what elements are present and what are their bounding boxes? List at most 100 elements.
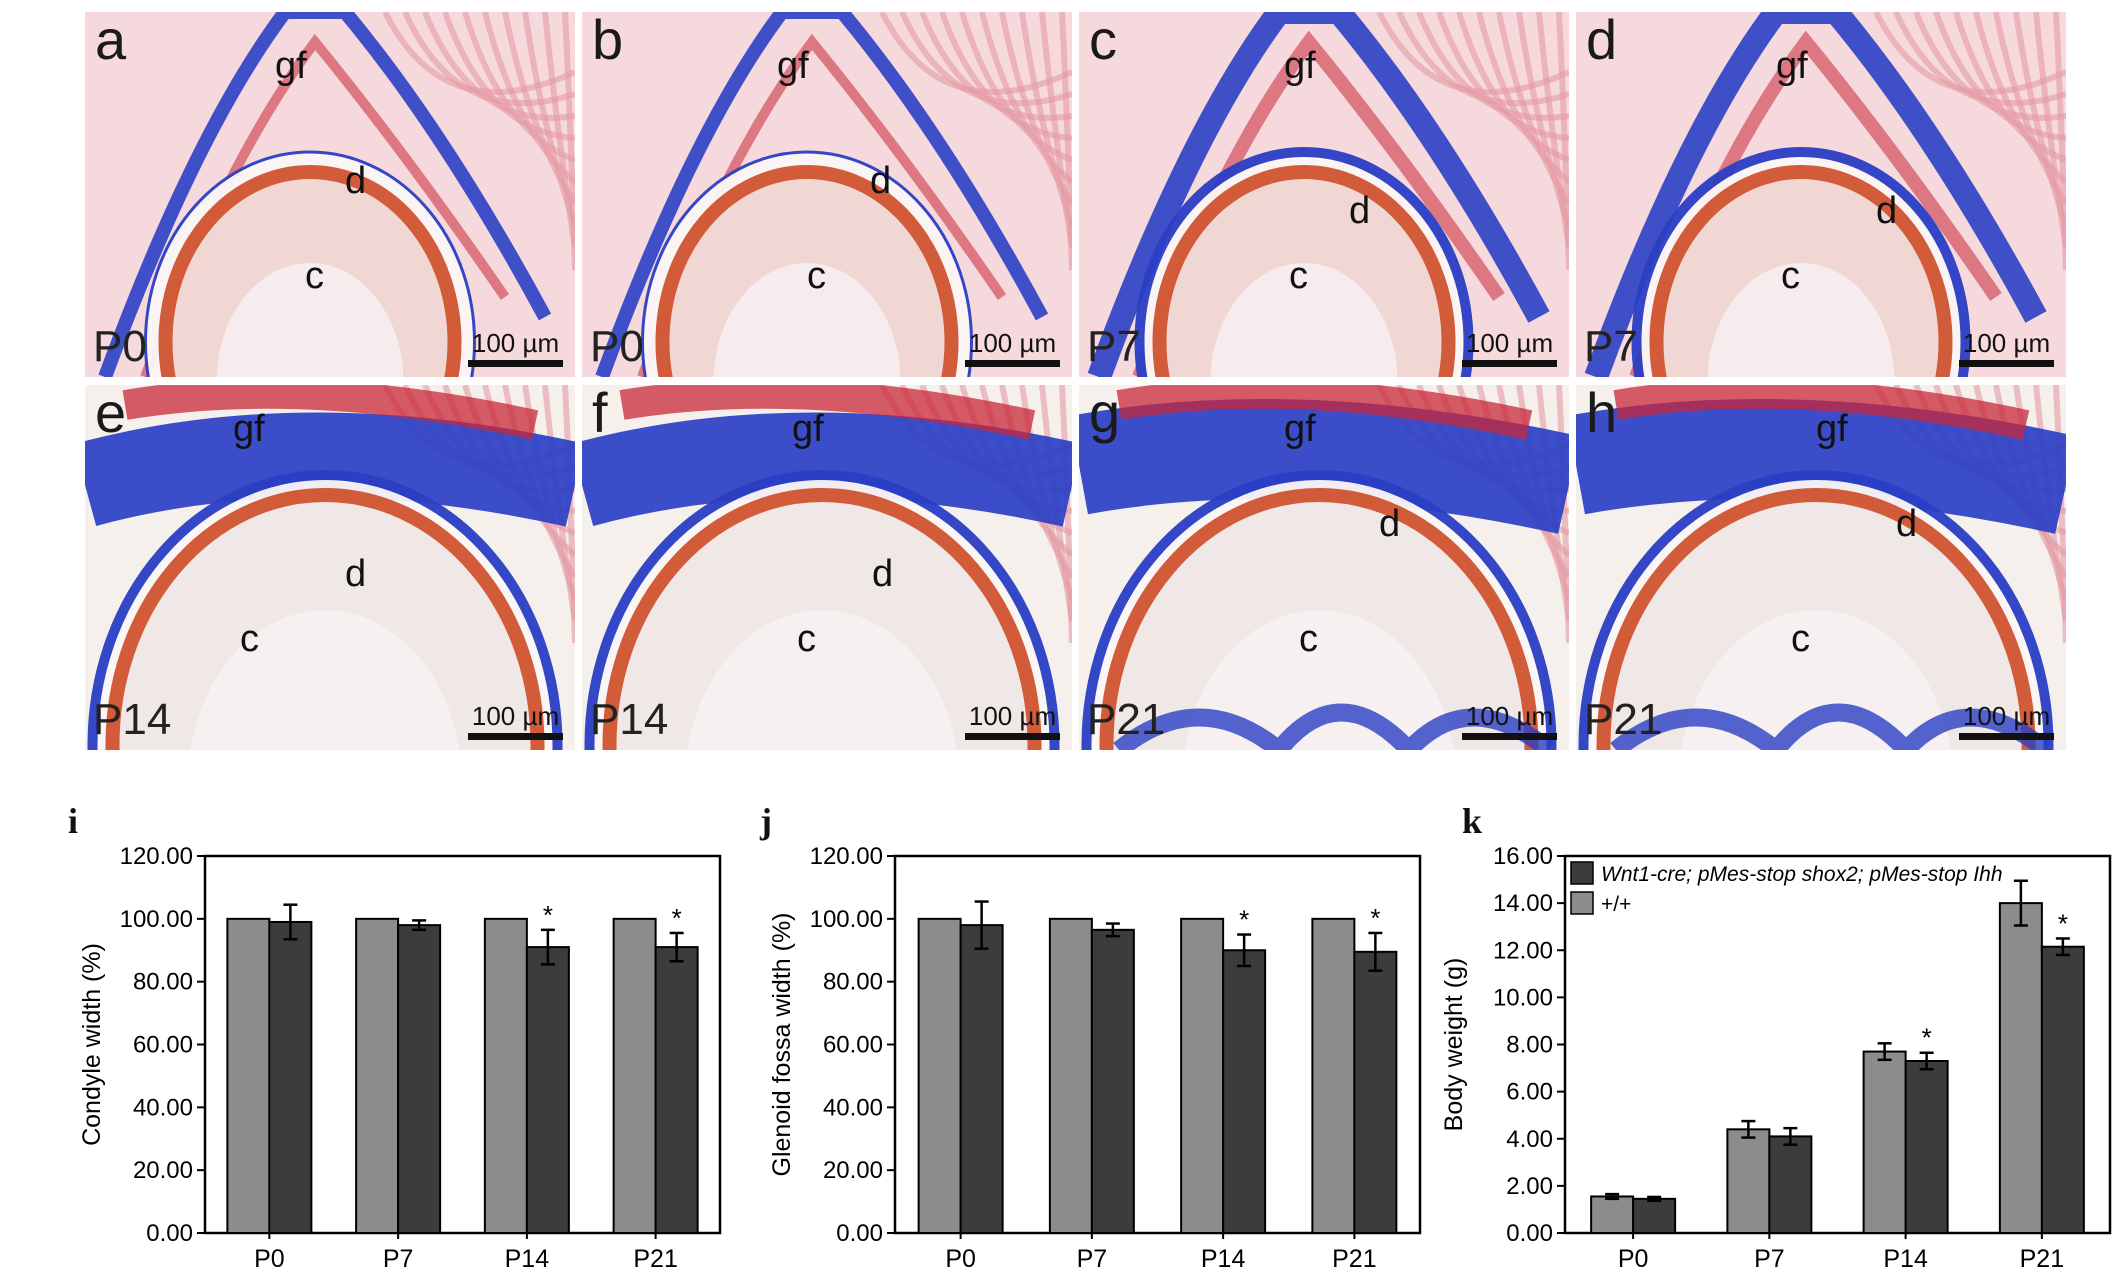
- legend-label: +/+: [1601, 893, 1631, 916]
- y-tick-label: 20.00: [133, 1157, 193, 1184]
- scale-bar-label: 100 µm: [1465, 701, 1554, 731]
- significance-marker: *: [1922, 1023, 1932, 1053]
- scale-bar-line: [1959, 360, 2054, 367]
- y-tick-label: 2.00: [1506, 1173, 1553, 1200]
- bar: [1590, 1195, 1635, 1234]
- bar: [1862, 1050, 1907, 1234]
- chart-label-k: k: [1462, 801, 1483, 841]
- bar: [1311, 917, 1356, 1234]
- stage-label: P7: [1584, 322, 1638, 371]
- y-tick-label: 4.00: [1506, 1126, 1553, 1153]
- condyle-label: c: [1781, 255, 1800, 297]
- y-tick-label: 20.00: [823, 1157, 883, 1184]
- bar: [917, 917, 962, 1234]
- glenoid-fossa-label: gf: [275, 45, 307, 87]
- significance-marker: *: [543, 900, 553, 930]
- y-tick-label: 14.00: [1493, 890, 1553, 917]
- y-tick-label: 12.00: [1493, 937, 1553, 964]
- bar: [268, 920, 313, 1234]
- histology-panel-h: h P21 gf d c 100 µm: [1576, 385, 2066, 750]
- bar: [1353, 950, 1398, 1234]
- stage-label: P21: [1584, 695, 1663, 744]
- disc-label: d: [1896, 503, 1918, 545]
- disc-label: d: [1349, 190, 1371, 232]
- y-tick-label: 8.00: [1506, 1032, 1553, 1059]
- scale-bar: 100 µm: [965, 330, 1060, 367]
- condyle-label: c: [1791, 618, 1810, 660]
- bar: [1632, 1197, 1677, 1235]
- panel-label: h: [1586, 385, 1618, 444]
- bar: [397, 924, 442, 1234]
- x-tick-label: P14: [1883, 1245, 1928, 1273]
- tissue-image: [1576, 12, 2066, 377]
- panel-label: c: [1089, 12, 1117, 71]
- histology-panel-c: c P7 gf d c 100 µm: [1079, 12, 1569, 377]
- histology-panel-a: a P0 gf d c 100 µm: [85, 12, 575, 377]
- y-tick-label: 80.00: [133, 969, 193, 996]
- y-axis-label: Body weight (g): [1440, 958, 1468, 1132]
- condyle-label: c: [305, 255, 324, 297]
- x-tick-label: P21: [1332, 1245, 1376, 1273]
- scale-bar: 100 µm: [965, 703, 1060, 740]
- condyle-label: c: [797, 618, 816, 660]
- y-tick-label: 0.00: [836, 1220, 883, 1247]
- disc-label: d: [1379, 503, 1401, 545]
- scale-bar-label: 100 µm: [1962, 328, 2051, 358]
- bar: [2040, 945, 2085, 1234]
- scale-bar: 100 µm: [1462, 703, 1557, 740]
- tissue-image: [1079, 12, 1569, 377]
- scale-bar-label: 100 µm: [471, 328, 560, 358]
- panel-label: b: [592, 12, 624, 71]
- x-tick-label: P7: [1754, 1245, 1785, 1273]
- x-tick-label: P0: [254, 1245, 285, 1273]
- legend-swatch: [1570, 891, 1594, 915]
- bar: [226, 917, 271, 1234]
- scale-bar: 100 µm: [1462, 330, 1557, 367]
- y-tick-label: 80.00: [823, 969, 883, 996]
- chart-label-j: j: [760, 801, 772, 841]
- x-tick-label: P14: [505, 1245, 550, 1273]
- scale-bar-label: 100 µm: [968, 701, 1057, 731]
- y-tick-label: 6.00: [1506, 1079, 1553, 1106]
- bar: [483, 917, 528, 1234]
- y-tick-label: 100.00: [120, 906, 193, 933]
- stage-label: P21: [1087, 695, 1166, 744]
- panel-label: g: [1089, 385, 1121, 444]
- disc-label: d: [1876, 190, 1898, 232]
- bar: [1768, 1135, 1813, 1234]
- condyle-label: c: [240, 618, 259, 660]
- bar: [1726, 1128, 1771, 1235]
- bar: [959, 924, 1004, 1234]
- y-tick-label: 100.00: [810, 906, 883, 933]
- glenoid-fossa-label: gf: [1284, 408, 1316, 450]
- histology-panel-g: g P21 gf d c 100 µm: [1079, 385, 1569, 750]
- bar: [654, 946, 699, 1234]
- significance-marker: *: [2058, 908, 2068, 938]
- tissue-image: [1576, 385, 2066, 750]
- y-tick-label: 10.00: [1493, 984, 1553, 1011]
- tissue-image: [582, 385, 1072, 750]
- tissue-image: [85, 12, 575, 377]
- bar: [612, 917, 657, 1234]
- x-tick-label: P0: [945, 1245, 976, 1273]
- scale-bar: 100 µm: [1959, 703, 2054, 740]
- legend-swatch: [1570, 861, 1594, 885]
- y-tick-label: 120.00: [120, 843, 193, 870]
- disc-label: d: [870, 160, 892, 202]
- tissue-image: [582, 12, 1072, 377]
- body-weight-chart: 0.00 2.00 4.00 6.00 8.00 10.00 12.00 14.00 16.00…: [1440, 843, 2112, 1273]
- stage-label: P7: [1087, 322, 1141, 371]
- bar: [1180, 917, 1225, 1234]
- x-tick-label: P14: [1201, 1245, 1246, 1273]
- y-tick-label: 120.00: [810, 843, 883, 870]
- significance-marker: *: [1239, 905, 1249, 935]
- y-tick-label: 16.00: [1493, 843, 1553, 870]
- condyle-label: c: [807, 255, 826, 297]
- stage-label: P14: [590, 695, 669, 744]
- histology-panel-d: d P7 gf d c 100 µm: [1576, 12, 2066, 377]
- significance-marker: *: [1370, 903, 1380, 933]
- glenoid-fossa-label: gf: [233, 408, 265, 450]
- bar: [1090, 928, 1135, 1235]
- x-tick-label: P21: [2020, 1245, 2064, 1273]
- chart-label-i: i: [68, 801, 79, 841]
